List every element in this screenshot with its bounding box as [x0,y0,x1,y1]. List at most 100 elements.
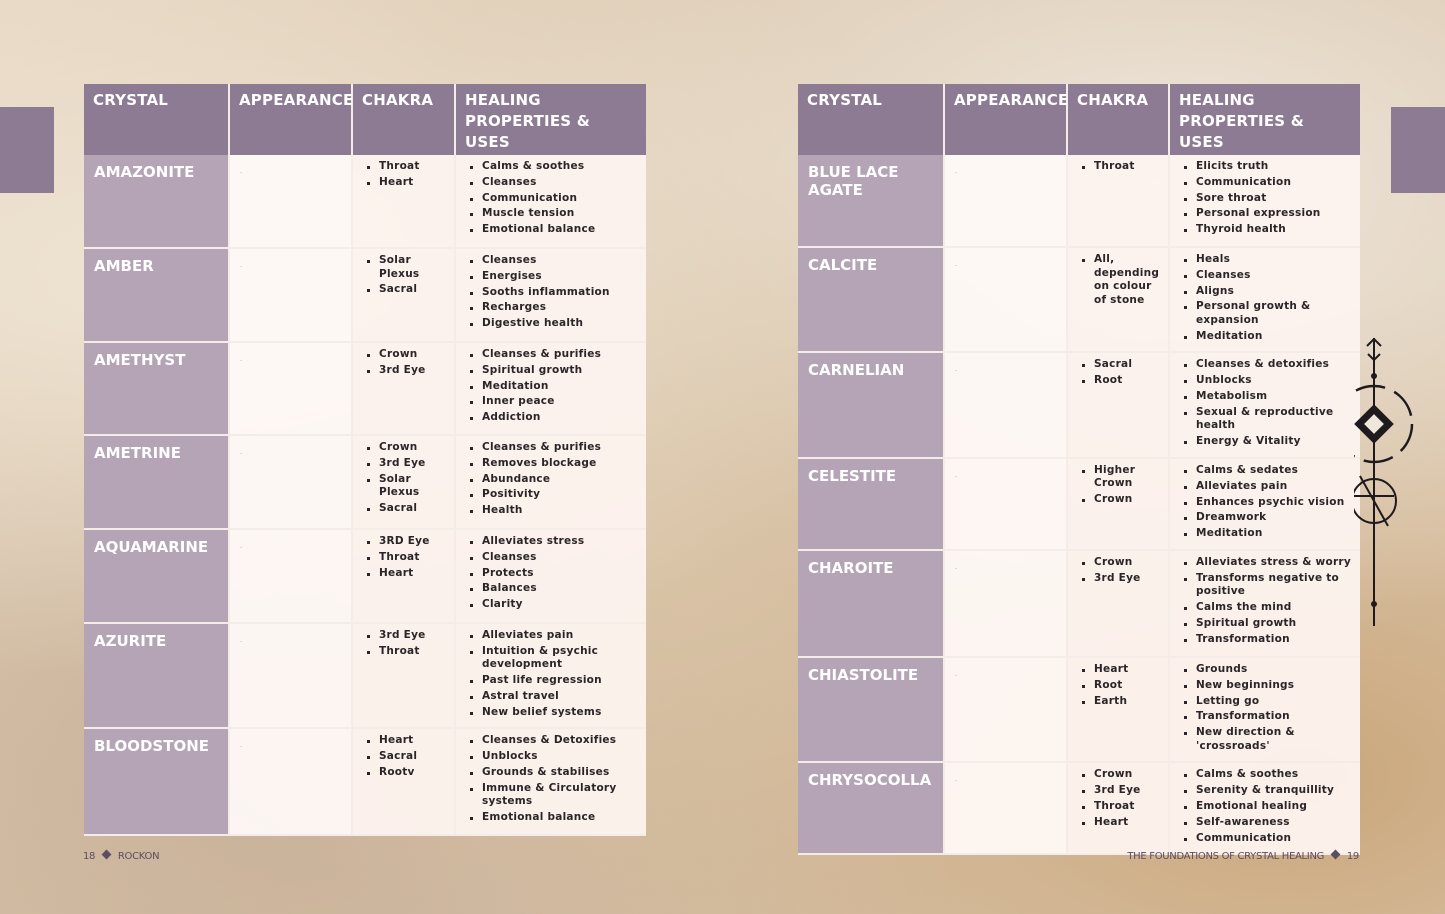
healing-list: Cleanses & Detoxifies Unblocks Grounds & s… [466,734,642,824]
chakra-cell: All, depending on colour of stone [1067,247,1170,354]
healing-cell: Cleanses & detoxifies Unblocks Metabolism S… [1169,352,1360,459]
healing-item: Cleanses & purifies [466,441,642,455]
crystal-name: CHRYSOCOLLA [798,762,945,856]
chakra-item: 3rd Eye [363,629,450,643]
healing-list: Cleanses Energises Sooths inflammation Rech… [466,254,642,331]
healing-item: Self-awareness [1180,816,1356,830]
footer-left: 18 ROCKON [83,849,160,862]
healing-item: New direction & 'crossroads' [1180,726,1356,753]
appearance-cell: . [229,529,353,624]
appearance-cell: . [944,549,1068,658]
footer-right: THE FOUNDATIONS OF CRYSTAL HEALING 19 [1127,849,1359,862]
healing-item: Spiritual growth [466,364,642,378]
healing-item: Sore throat [1180,192,1356,206]
healing-item: Alleviates stress & worry [1180,556,1356,570]
chakra-list: Heart Sacral Rootv [363,734,450,779]
healing-item: Positivity [466,488,642,502]
appearance-cell: . [944,155,1068,248]
left-page-tab [0,107,54,193]
healing-item: Grounds [1180,663,1356,677]
book-title: ROCKON [117,851,160,862]
crystal-name: BLUE LACE AGATE [798,155,945,248]
crystal-name: CHIASTOLITE [798,656,945,764]
healing-list: Cleanses & detoxifies Unblocks Metabolism S… [1180,358,1356,448]
chakra-cell: Heart Root Earth [1067,656,1170,764]
chakra-item: Sacral [363,283,450,297]
chakra-item: Sacral [1078,358,1164,372]
healing-item: Transforms negative to positive [1180,572,1356,599]
chakra-item: Solar Plexus [363,473,450,500]
chakra-item: Throat [363,551,450,565]
healing-list: Calms & soothes Serenity & tranquillity Em… [1180,768,1356,845]
healing-item: Health [466,504,642,518]
chakra-cell: Crown 3rd Eye Solar Plexus Sacral [352,435,456,530]
chakra-item: 3rd Eye [363,457,450,471]
healing-item: New belief systems [466,706,642,720]
table-row: CHRYSOCOLLA. Crown 3rd Eye Throat Heart Calms… [798,762,1360,856]
chakra-list: Crown 3rd Eye Solar Plexus Sacral [363,441,450,515]
chakra-item: Heart [363,176,450,190]
healing-item: Cleanses & purifies [466,348,642,362]
chakra-list: Crown 3rd Eye Throat Heart [1078,768,1164,829]
chakra-cell: Sacral Root [1067,352,1170,459]
crystal-name: AMAZONITE [84,155,230,249]
appearance-cell: . [229,623,353,730]
chakra-item: Sacral [363,502,450,516]
chakra-item: Earth [1078,695,1164,709]
chakra-item: Crown [363,441,450,455]
healing-item: Energises [466,270,642,284]
appearance-cell: . [229,248,353,343]
healing-item: Abundance [466,473,642,487]
chakra-item: Throat [363,160,450,174]
healing-item: Meditation [1180,330,1356,344]
appearance-cell: . [229,728,353,837]
healing-list: Heals Cleanses Aligns Personal growth & exp… [1180,253,1356,343]
crystal-name: AZURITE [84,623,230,730]
crystal-name: CELESTITE [798,457,945,551]
chakra-item: Heart [363,567,450,581]
chakra-list: Throat [1078,160,1164,174]
chakra-cell: Heart Sacral Rootv [352,728,456,837]
arrow-compass-ornament-icon [1354,337,1414,626]
healing-item: Transformation [1180,710,1356,724]
chakra-cell: Higher Crown Crown [1067,457,1170,551]
healing-item: Enhances psychic vision [1180,496,1356,510]
diamond-separator-icon [101,849,112,860]
table-row: AQUAMARINE. 3RD Eye Throat Heart Alleviates … [84,529,646,624]
healing-list: Calms & soothes Cleanses Communication Musc… [466,160,642,237]
chakra-list: Higher Crown Crown [1078,464,1164,507]
healing-item: Astral travel [466,690,642,704]
appearance-cell: . [229,155,353,249]
chakra-item: Rootv [363,766,450,780]
chakra-cell: 3rd Eye Throat [352,623,456,730]
table-row: CELESTITE. Higher Crown Crown Calms & sedat… [798,457,1360,551]
chakra-item: Crown [1078,493,1164,507]
table-row: CHIASTOLITE. Heart Root Earth Grounds New beg… [798,656,1360,764]
table-row: BLUE LACE AGATE. Throat Elicits truth Commu… [798,155,1360,248]
healing-item: Inner peace [466,395,642,409]
crystal-name: CARNELIAN [798,352,945,459]
healing-item: Heals [1180,253,1356,267]
chakra-item: Root [1078,679,1164,693]
chakra-list: Heart Root Earth [1078,663,1164,708]
crystal-name: AMETHYST [84,342,230,436]
healing-item: Cleanses [466,176,642,190]
chakra-item: 3rd Eye [1078,784,1164,798]
chakra-list: All, depending on colour of stone [1078,253,1164,307]
healing-item: Removes blockage [466,457,642,471]
healing-item: Meditation [1180,527,1356,541]
healing-item: Alleviates pain [466,629,642,643]
chakra-item: Crown [1078,768,1164,782]
chakra-list: Throat Heart [363,160,450,189]
healing-item: Protects [466,567,642,581]
healing-item: Past life regression [466,674,642,688]
chakra-item: Heart [363,734,450,748]
header-chakra: CHAKRA [1067,84,1170,155]
healing-cell: Cleanses & purifies Spiritual growth Medit… [455,342,646,436]
healing-item: Elicits truth [1180,160,1356,174]
chakra-item: Crown [363,348,450,362]
healing-item: Cleanses & Detoxifies [466,734,642,748]
healing-item: Emotional balance [466,223,642,237]
healing-item: Sexual & reproductive health [1180,406,1356,433]
healing-cell: Grounds New beginnings Letting go Transform… [1169,656,1360,764]
